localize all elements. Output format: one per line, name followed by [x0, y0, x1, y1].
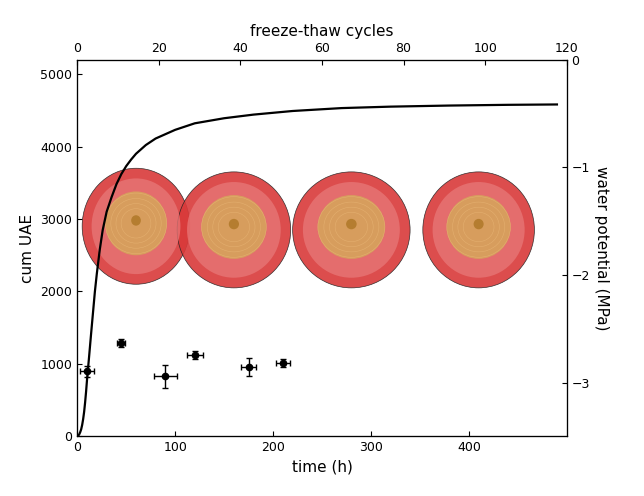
Ellipse shape [423, 172, 535, 288]
Ellipse shape [82, 168, 190, 284]
Ellipse shape [229, 219, 239, 229]
Ellipse shape [473, 219, 484, 229]
Ellipse shape [91, 179, 180, 274]
Ellipse shape [292, 172, 410, 288]
X-axis label: freeze-thaw cycles: freeze-thaw cycles [251, 24, 393, 39]
Ellipse shape [105, 191, 167, 255]
Ellipse shape [177, 172, 290, 288]
Ellipse shape [131, 215, 141, 226]
Y-axis label: water potential (MPa): water potential (MPa) [594, 166, 609, 330]
Ellipse shape [446, 195, 511, 259]
Ellipse shape [317, 195, 385, 259]
Ellipse shape [187, 182, 281, 278]
Y-axis label: cum UAE: cum UAE [20, 213, 35, 283]
X-axis label: time (h): time (h) [292, 460, 352, 475]
Ellipse shape [303, 182, 400, 278]
Ellipse shape [433, 182, 525, 278]
Ellipse shape [346, 219, 357, 229]
Ellipse shape [202, 195, 267, 259]
